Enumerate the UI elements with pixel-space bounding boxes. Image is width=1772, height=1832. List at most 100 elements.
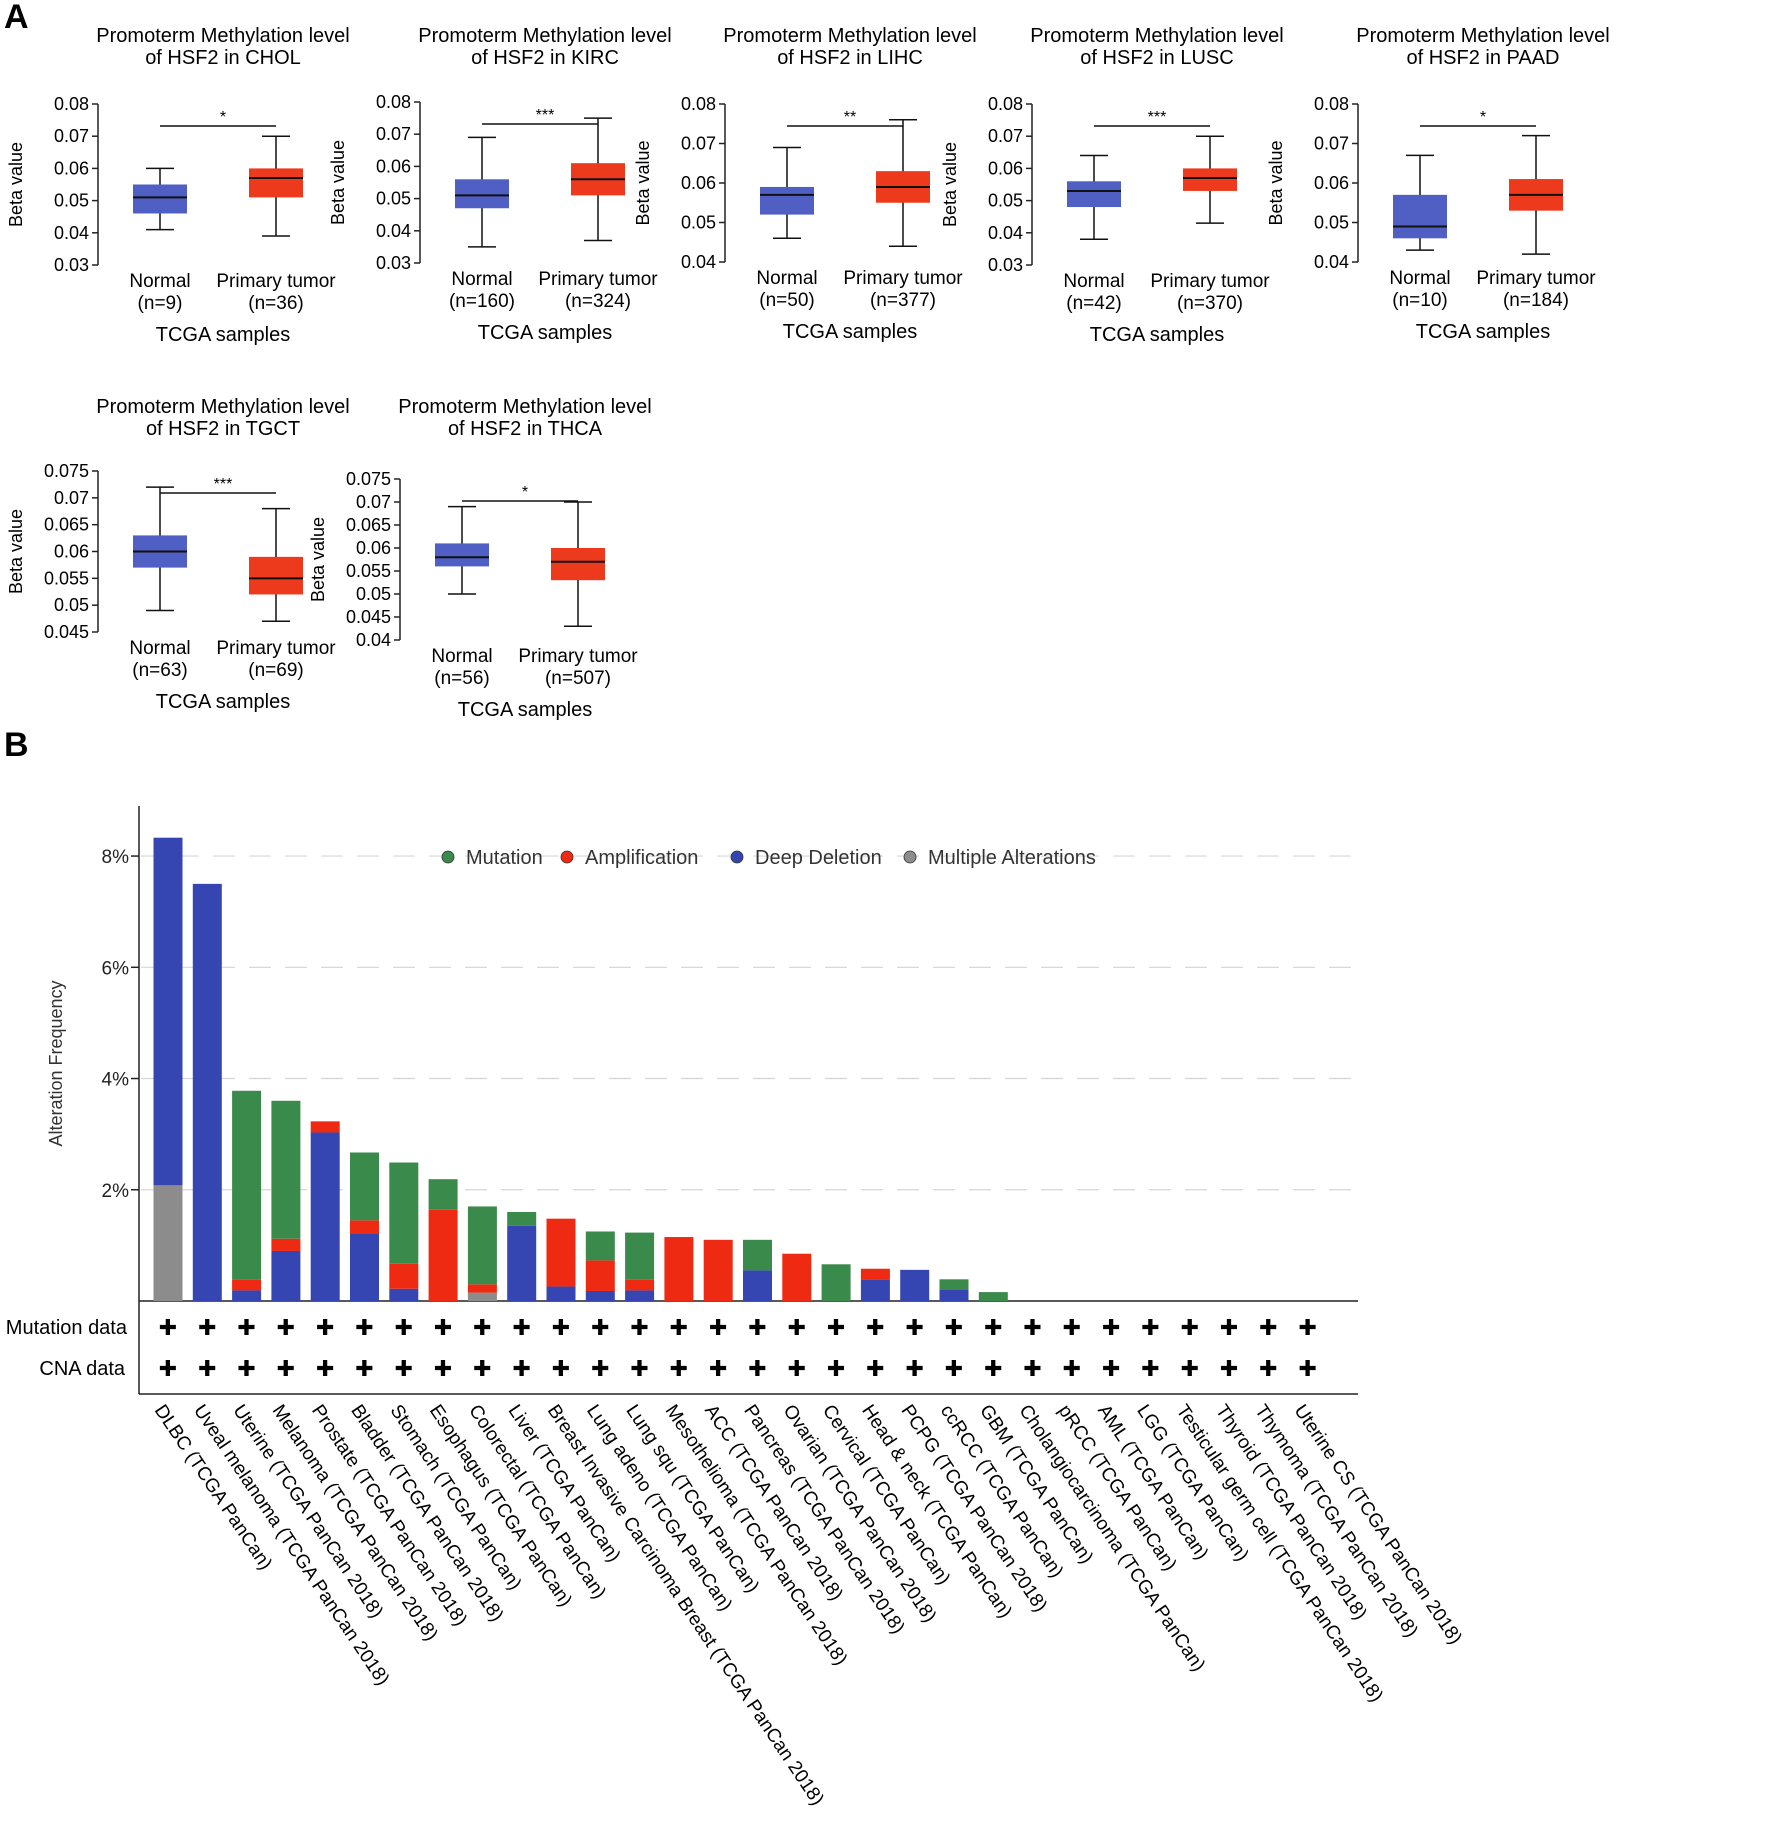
bar-segment-multiple-alterations [153,1185,183,1301]
bar-segment-mutation [428,1179,458,1210]
cna-profiled-marker: ✚ [827,1356,845,1381]
panel-a-label: A [4,0,29,36]
cna-profiled-marker: ✚ [552,1356,570,1381]
y-tick-label: 0.07 [54,126,89,146]
x-axis-label: TCGA samples [458,699,592,721]
cna-profiled-marker: ✚ [1259,1356,1277,1381]
y-axis-label: Beta value [1266,140,1286,225]
chart-title-line-1: Promoterm Methylation level [1356,25,1609,47]
group-n: (n=184) [1503,290,1569,311]
group-n: (n=10) [1392,290,1447,311]
y-tick-label: 0.06 [681,173,716,193]
bar-segment-multiple-alterations [467,1292,497,1301]
bar-segment-deep-deletion [232,1290,262,1301]
mutation-profiled-marker: ✚ [866,1315,884,1340]
grid-lines [141,855,1358,1191]
significance-stars: *** [1148,109,1167,126]
bar-segment-amplification [703,1239,733,1301]
y-tick-label: 0.045 [346,607,391,627]
cna-profiled-marker: ✚ [945,1356,963,1381]
mutation-profiled-marker: ✚ [316,1315,334,1340]
mutation-profiled-marker: ✚ [1220,1315,1238,1340]
bar-segment-deep-deletion [310,1132,340,1301]
x-axis-label: TCGA samples [1416,321,1550,343]
group-name: Primary tumor [538,269,658,290]
bar-segment-mutation [232,1090,262,1280]
y-axis-label: Alteration Frequency [46,980,66,1146]
cna-profiled-marker: ✚ [395,1356,413,1381]
mutation-profiled-marker: ✚ [237,1315,255,1340]
box-normal [435,543,489,567]
y-tick-label: 0.08 [54,94,89,114]
legend-swatch [730,850,744,864]
y-tick-label: 0.065 [346,515,391,535]
y-tick-label: 0.05 [54,191,89,211]
y-tick-label: 0.07 [356,492,391,512]
y-axis-label: Beta value [6,142,26,227]
y-tick-label: 0.07 [988,126,1023,146]
group-n: (n=63) [132,660,187,681]
row-label-cna-data: CNA data [39,1358,125,1380]
bar-segment-deep-deletion [625,1290,655,1301]
bar-segment-deep-deletion [939,1289,969,1301]
cna-profiled-marker: ✚ [630,1356,648,1381]
panel-b-label: B [4,726,29,764]
cna-profiled-marker: ✚ [198,1356,216,1381]
chart-title-line-2: of HSF2 in PAAD [1406,47,1559,69]
cna-profiled-marker: ✚ [473,1356,491,1381]
chart-title-line-1: Promoterm Methylation level [418,25,671,47]
mutation-profiled-marker: ✚ [355,1315,373,1340]
cna-profiled-marker: ✚ [984,1356,1002,1381]
bar-segment-amplification [428,1209,458,1301]
mutation-profiled-marker: ✚ [1298,1315,1316,1340]
group-n: (n=36) [248,293,303,314]
group-name: Normal [1389,268,1450,289]
significance-stars: * [1480,109,1486,126]
mutation-profiled-marker: ✚ [788,1315,806,1340]
y-tick-label: 0.08 [376,92,411,112]
chart-title-line-2: of HSF2 in CHOL [145,47,301,69]
group-n: (n=160) [449,291,515,312]
y-tick-label: 0.04 [681,252,716,272]
mutation-profiled-marker: ✚ [1259,1315,1277,1340]
legend: Mutation Amplification Deep Deletion Multip… [441,847,1096,869]
mutation-profiled-marker: ✚ [670,1315,688,1340]
mutation-profiled-marker: ✚ [159,1315,177,1340]
bar-segment-mutation [271,1100,301,1239]
x-axis-label: TCGA samples [478,322,612,344]
panel-a-boxplots: Promoterm Methylation level of HSF2 in CH… [6,25,1610,721]
bar-segment-amplification [585,1260,615,1291]
y-tick-label: 0.05 [356,584,391,604]
y-tick-label: 0.045 [44,622,89,642]
mutation-profiled-marker: ✚ [1181,1315,1199,1340]
x-axis-label: TCGA samples [1090,324,1224,346]
chart-title-line-2: of HSF2 in TGCT [146,418,300,440]
cna-profiled-marker: ✚ [1220,1356,1238,1381]
chart-title-line-1: Promoterm Methylation level [96,396,349,418]
legend-swatch [903,850,917,864]
group-name: Primary tumor [843,268,963,289]
group-n: (n=377) [870,290,936,311]
mutation-profiled-marker: ✚ [198,1315,216,1340]
y-tick-label: 0.04 [376,221,411,241]
cna-profiled-marker: ✚ [512,1356,530,1381]
y-tick-label: 0.07 [54,488,89,508]
y-tick-label: 0.04 [988,223,1023,243]
cna-profiled-marker: ✚ [866,1356,884,1381]
legend-label: Amplification [585,847,698,869]
mutation-profiled-marker: ✚ [395,1315,413,1340]
bar-segment-mutation [389,1162,419,1264]
panel-b-alteration-bar-chart: 2% 4% 6% 8% Alteration Frequency Mutation Ampl… [6,806,1466,1809]
y-tick-label: 0.065 [44,515,89,535]
significance-stars: *** [536,107,555,124]
chart-title-line-1: Promoterm Methylation level [1030,25,1283,47]
bar-segment-deep-deletion [585,1290,615,1301]
cna-profiled-marker: ✚ [1023,1356,1041,1381]
cna-profiled-marker: ✚ [591,1356,609,1381]
x-axis-label: TCGA samples [156,691,290,713]
